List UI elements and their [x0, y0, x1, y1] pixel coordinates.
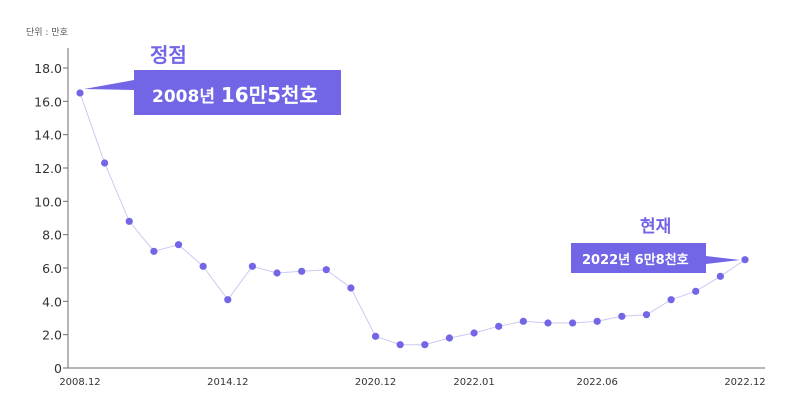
y-tick-label: 12.0	[34, 161, 62, 176]
data-point	[568, 319, 577, 327]
data-point	[101, 159, 109, 167]
data-point	[421, 341, 429, 349]
data-point	[741, 256, 749, 264]
y-tick-label: 16.0	[34, 94, 62, 109]
y-tick-label: 0	[54, 361, 62, 376]
y-tick-label: 18.0	[34, 61, 62, 76]
data-point	[618, 312, 626, 320]
x-tick-label: 2020.12	[355, 377, 396, 388]
series-line	[79, 92, 746, 346]
peak-annotation: 정점 2008년 16만5천호	[84, 43, 341, 115]
data-point	[76, 89, 84, 97]
data-point	[273, 269, 281, 277]
current-title: 현재	[640, 217, 671, 237]
y-tick-label: 10.0	[34, 194, 62, 209]
x-axis: 2008.12 2014.12 2020.12 2022.01 2022.06 2022.…	[59, 367, 766, 388]
x-tick-label: 2022.01	[453, 377, 494, 388]
peak-callout-box	[84, 70, 341, 115]
y-tick-label: 8.0	[42, 228, 62, 243]
current-callout-label: 2022년 6만8천호	[582, 252, 689, 268]
data-point	[199, 262, 207, 270]
data-point	[495, 322, 503, 330]
unit-label: 단위 : 만호	[26, 27, 68, 38]
data-point	[667, 296, 675, 304]
data-point	[716, 272, 724, 280]
data-point	[150, 247, 158, 255]
data-point	[298, 267, 306, 275]
data-point	[371, 332, 380, 340]
data-point	[544, 319, 552, 327]
current-callout-box	[571, 243, 740, 273]
data-point	[347, 284, 355, 292]
peak-title: 정점	[150, 43, 187, 67]
data-point	[125, 217, 133, 225]
y-tick-label: 4.0	[42, 294, 62, 309]
data-point	[642, 311, 651, 319]
data-point	[174, 241, 183, 249]
data-point	[396, 341, 404, 349]
current-annotation: 현재 2022년 6만8천호	[571, 217, 740, 273]
data-point	[322, 266, 330, 274]
data-point	[519, 317, 527, 325]
x-tick-label: 2022.06	[577, 377, 618, 388]
y-axis: 0 2.0 4.0 6.0 8.0 10.0 12.0 14.0 16.0 18.0	[34, 48, 69, 376]
data-point	[692, 287, 700, 295]
data-point	[593, 317, 601, 325]
x-tick-label: 2008.12	[59, 377, 100, 388]
y-tick-label: 2.0	[42, 328, 62, 343]
data-point	[470, 329, 478, 337]
x-tick-label: 2022.12	[724, 377, 765, 388]
peak-callout-label: 2008년 16만5천호	[152, 83, 318, 107]
x-tick-label: 2014.12	[207, 377, 248, 388]
data-point	[224, 296, 232, 304]
data-point	[445, 334, 454, 342]
data-point	[248, 262, 257, 270]
data-series	[76, 89, 749, 349]
peak-label-main: 16만5천호	[221, 83, 318, 107]
y-tick-label: 6.0	[42, 261, 62, 276]
y-tick-label: 14.0	[34, 128, 62, 143]
peak-label-prefix: 2008년	[152, 87, 221, 107]
